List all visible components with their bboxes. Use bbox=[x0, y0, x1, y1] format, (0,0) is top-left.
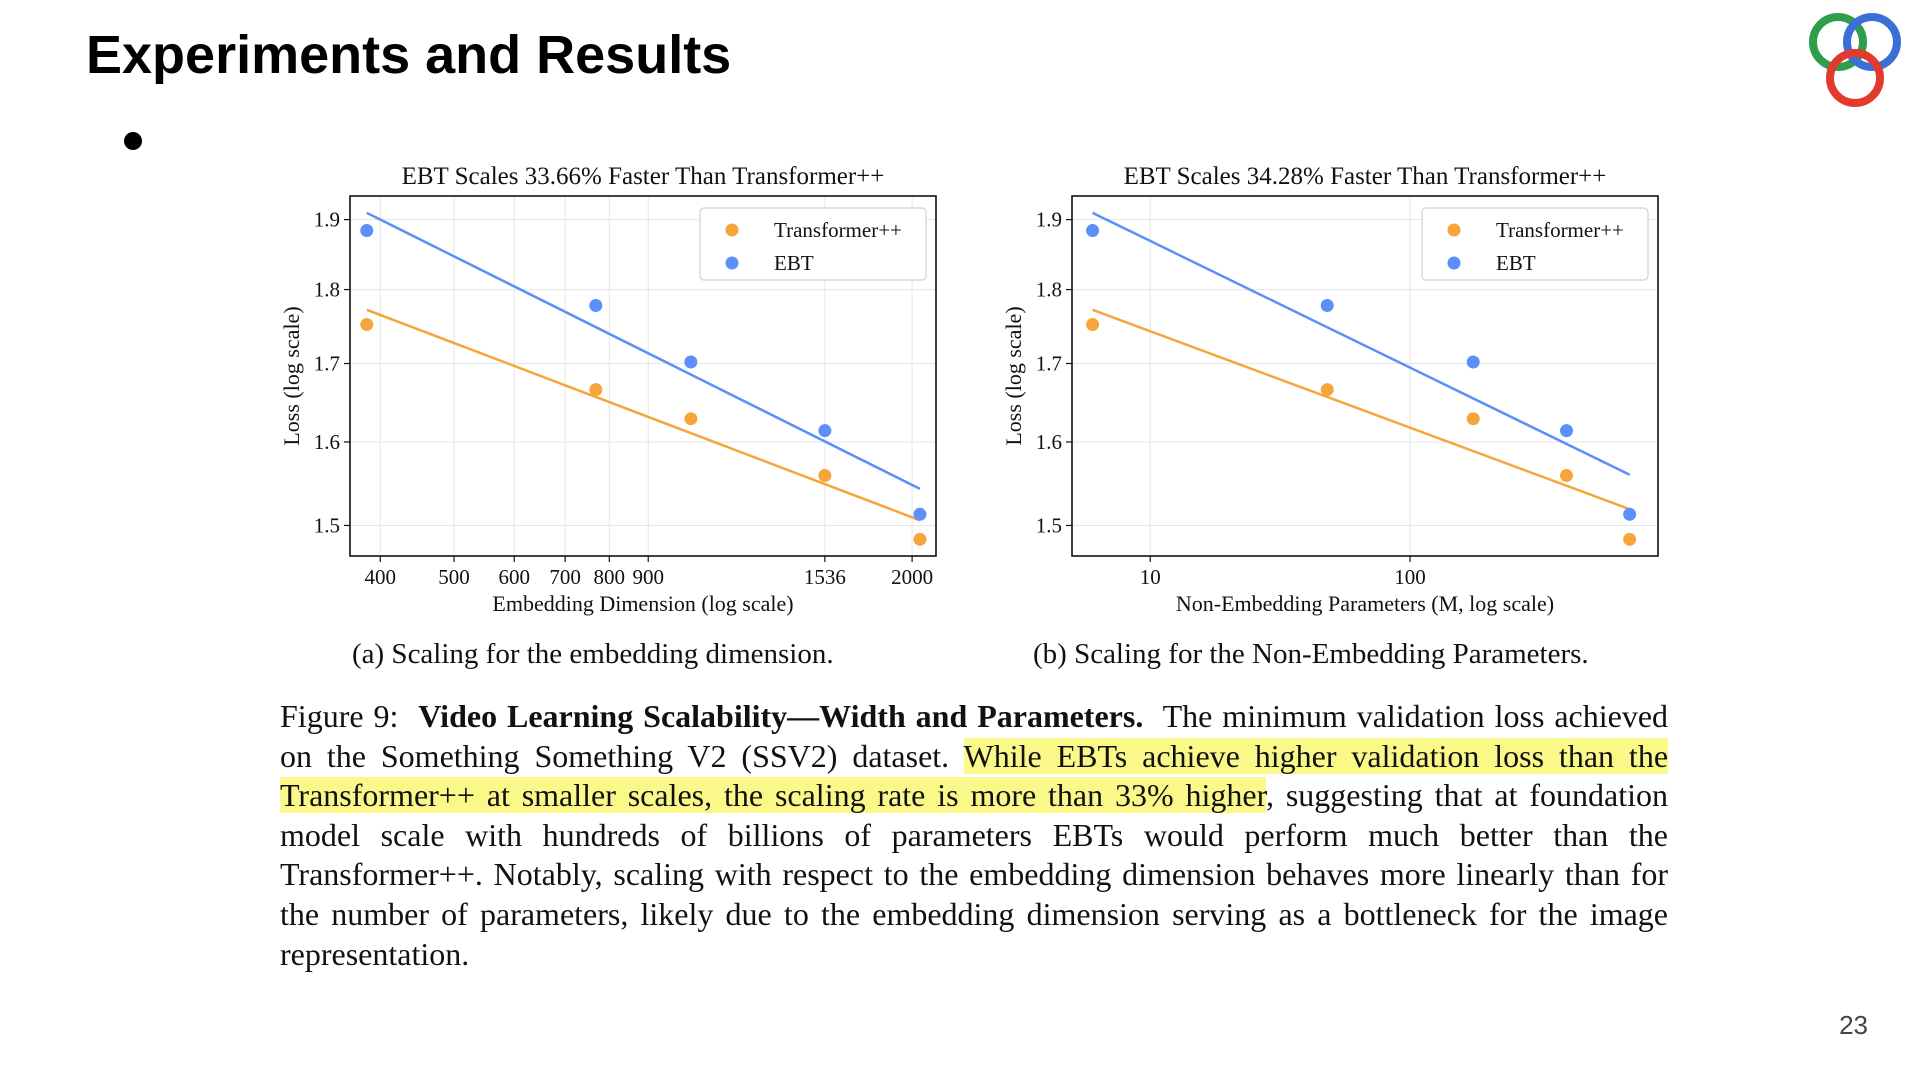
legend-label: EBT bbox=[774, 251, 814, 275]
y-tick-label: 1.7 bbox=[314, 352, 340, 376]
caption-text-1: The minimum validation loss achieved on … bbox=[280, 698, 1669, 774]
fit-line-transformer bbox=[366, 308, 921, 522]
data-point-ebt bbox=[1320, 298, 1334, 312]
x-tick-label: 900 bbox=[632, 565, 664, 589]
chart-embedding-dimension: EBT Scales 33.66% Faster Than Transforme… bbox=[279, 163, 937, 616]
subcaption-b: (b) Scaling for the Non-Embedding Parame… bbox=[1033, 638, 1589, 670]
legend-marker bbox=[725, 256, 739, 270]
data-point-ebt bbox=[1559, 424, 1573, 438]
x-tick-label: 2000 bbox=[891, 565, 933, 589]
figure-caption: Figure 9: Video Learning Scalability—Wid… bbox=[280, 697, 1668, 974]
data-point-ebt bbox=[1466, 355, 1480, 369]
caption-label: Figure 9: bbox=[280, 698, 399, 734]
nature-society-computation-logo-icon bbox=[1809, 13, 1901, 107]
y-tick-label: 1.9 bbox=[1036, 208, 1062, 232]
legend-box bbox=[1421, 207, 1649, 281]
legend-label: Transformer++ bbox=[774, 218, 902, 242]
y-tick-label: 1.5 bbox=[314, 513, 340, 537]
data-point-transformer bbox=[1466, 412, 1480, 426]
legend-marker bbox=[1447, 256, 1461, 270]
y-tick-label: 1.6 bbox=[314, 430, 340, 454]
fit-line-ebt bbox=[1092, 211, 1631, 476]
data-point-ebt bbox=[589, 298, 603, 312]
chart-title: EBT Scales 33.66% Faster Than Transforme… bbox=[402, 163, 885, 190]
data-point-transformer bbox=[1320, 383, 1334, 397]
legend-label: Transformer++ bbox=[1496, 218, 1624, 242]
y-axis-label: Loss (log scale) bbox=[279, 306, 304, 445]
legend-marker bbox=[725, 223, 739, 237]
plot-frame bbox=[1071, 195, 1659, 557]
legend-label: EBT bbox=[1496, 251, 1536, 275]
y-axis-label: Loss (log scale) bbox=[1001, 306, 1026, 445]
y-tick-label: 1.8 bbox=[1036, 278, 1062, 302]
data-point-transformer bbox=[1086, 318, 1100, 332]
x-tick-label: 10 bbox=[1140, 565, 1161, 589]
y-tick-label: 1.5 bbox=[1036, 513, 1062, 537]
data-point-ebt bbox=[1623, 507, 1637, 521]
caption-bold-title: Video Learning Scalability—Width and Par… bbox=[418, 698, 1144, 734]
x-tick-label: 500 bbox=[438, 565, 470, 589]
x-tick-label: 400 bbox=[365, 565, 397, 589]
y-tick-label: 1.9 bbox=[314, 208, 340, 232]
data-point-transformer bbox=[1623, 532, 1637, 546]
bullet-point bbox=[124, 132, 142, 150]
data-point-transformer bbox=[360, 318, 374, 332]
chart-non-embedding-parameters: EBT Scales 34.28% Faster Than Transforme… bbox=[1001, 163, 1659, 616]
x-axis-label: Embedding Dimension (log scale) bbox=[492, 591, 793, 616]
y-tick-label: 1.7 bbox=[1036, 352, 1062, 376]
x-axis-label: Non-Embedding Parameters (M, log scale) bbox=[1176, 591, 1554, 616]
data-point-transformer bbox=[818, 469, 832, 483]
legend-marker bbox=[1447, 223, 1461, 237]
data-point-ebt bbox=[1086, 224, 1100, 238]
plot-frame bbox=[349, 195, 937, 557]
caption-text-2: , suggesting that at foundation model sc… bbox=[280, 777, 1669, 972]
data-point-ebt bbox=[360, 224, 374, 238]
data-point-transformer bbox=[913, 532, 927, 546]
y-tick-label: 1.6 bbox=[1036, 430, 1062, 454]
y-tick-label: 1.8 bbox=[314, 278, 340, 302]
data-point-transformer bbox=[1559, 469, 1573, 483]
x-tick-label: 600 bbox=[498, 565, 530, 589]
data-point-ebt bbox=[818, 424, 832, 438]
data-point-transformer bbox=[684, 412, 698, 426]
page-number: 23 bbox=[1839, 1010, 1868, 1040]
x-tick-label: 1536 bbox=[804, 565, 846, 589]
x-tick-label: 800 bbox=[594, 565, 626, 589]
chart-title: EBT Scales 34.28% Faster Than Transforme… bbox=[1124, 163, 1607, 190]
x-tick-label: 700 bbox=[549, 565, 581, 589]
data-point-transformer bbox=[589, 383, 603, 397]
subcaption-a: (a) Scaling for the embedding dimension. bbox=[352, 638, 834, 670]
slide-title: Experiments and Results bbox=[86, 25, 732, 85]
legend-box bbox=[699, 207, 927, 281]
fit-line-transformer bbox=[1092, 308, 1631, 511]
x-tick-label: 100 bbox=[1394, 565, 1426, 589]
data-point-ebt bbox=[913, 507, 927, 521]
data-point-ebt bbox=[684, 355, 698, 369]
fit-line-ebt bbox=[366, 211, 921, 491]
